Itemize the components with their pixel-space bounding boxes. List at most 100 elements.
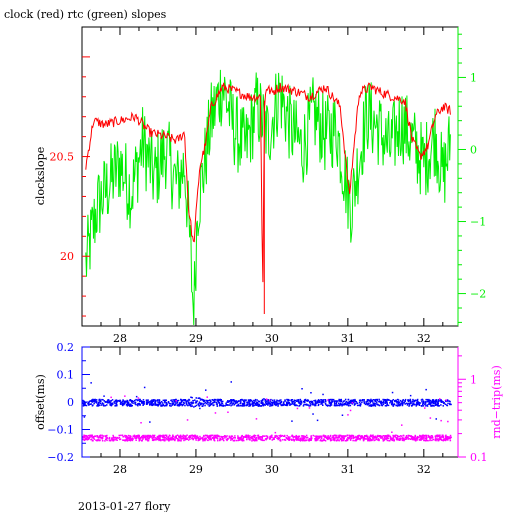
round-trip-point [396, 436, 398, 439]
round-trip-point [243, 439, 245, 442]
round-trip-point [316, 435, 318, 438]
offset-point [390, 400, 392, 403]
round-trip-point [435, 434, 438, 437]
round-trip-point [402, 438, 404, 440]
round-trip-point [129, 435, 131, 437]
round-trip-point [175, 437, 178, 439]
offset-point [275, 403, 277, 405]
round-trip-point [249, 435, 251, 437]
round-trip-point [274, 431, 277, 434]
offset-point [149, 421, 151, 423]
offset-point [225, 403, 227, 406]
round-trip-point [123, 439, 125, 441]
offset-point [350, 400, 352, 403]
round-trip-point [224, 435, 226, 437]
round-trip-point [333, 439, 336, 442]
offset-point [384, 402, 387, 404]
offset-point [218, 399, 220, 401]
offset-point [233, 400, 235, 403]
round-trip-point [362, 437, 364, 440]
round-trip-point [167, 438, 169, 440]
offset-point [359, 404, 362, 406]
round-trip-point [285, 437, 287, 439]
round-trip-point [262, 439, 264, 442]
round-trip-point [420, 436, 423, 438]
offset-point [110, 402, 112, 404]
round-trip-point [146, 436, 149, 438]
offset-point [350, 399, 352, 402]
round-trip-point [160, 439, 162, 442]
round-trip-point [120, 434, 122, 437]
round-trip-point [255, 418, 258, 420]
round-trip-point [176, 434, 179, 436]
round-trip-point [415, 437, 418, 439]
round-trip-point [142, 437, 144, 439]
round-trip-point [329, 435, 331, 438]
round-trip-point [356, 436, 359, 439]
round-trip-point [142, 438, 144, 440]
round-trip-point [366, 436, 369, 438]
offset-point [294, 399, 296, 402]
round-trip-point [300, 437, 303, 439]
round-trip-point [294, 436, 296, 438]
offset-point [85, 404, 88, 407]
round-trip-point [296, 407, 299, 410]
round-trip-point [216, 437, 218, 439]
round-trip-point [405, 436, 407, 439]
round-trip-point [411, 437, 413, 439]
round-trip-point [436, 438, 439, 441]
round-trip-point [209, 438, 211, 440]
round-trip-point [290, 438, 293, 441]
offset-point [426, 404, 428, 406]
offset-point [277, 402, 279, 404]
round-trip-point [193, 437, 195, 440]
x-tick-label: 31 [341, 463, 355, 476]
round-trip-point [180, 437, 182, 439]
offset-point [149, 400, 151, 403]
offset-point [254, 404, 256, 406]
round-trip-point [260, 436, 263, 438]
x-tick-label: 28 [113, 463, 127, 476]
offset-point [330, 404, 333, 406]
round-trip-point [82, 435, 84, 438]
round-trip-point [318, 435, 320, 437]
round-trip-point [427, 439, 429, 442]
round-trip-point [438, 434, 441, 437]
offset-point [119, 403, 122, 405]
round-trip-point [265, 435, 268, 437]
offset-point [99, 400, 101, 403]
round-trip-point [361, 436, 363, 438]
round-trip-point [395, 437, 398, 440]
offset-point [101, 404, 103, 406]
round-trip-point [444, 437, 446, 440]
round-trip-point [331, 439, 333, 441]
round-trip-point [308, 407, 311, 409]
round-trip-point [180, 440, 182, 442]
round-trip-point [447, 437, 449, 440]
round-trip-point [294, 439, 296, 441]
round-trip-point [383, 439, 385, 441]
offset-point [265, 402, 267, 405]
offset-point [190, 405, 192, 408]
round-trip-point [248, 438, 250, 440]
offset-point [183, 402, 185, 404]
round-trip-point [118, 436, 121, 439]
round-trip-point [357, 438, 360, 440]
round-trip-point [155, 439, 157, 441]
offset-point [416, 399, 418, 401]
offset-point [260, 405, 263, 407]
offset-point [262, 402, 264, 404]
offset-panel: 28 29 30 31 32−0.2−0.100.10.20.11 offset(ms)… [34, 341, 503, 476]
round-trip-point [328, 436, 331, 439]
offset-point [248, 405, 250, 407]
round-trip-point [418, 439, 421, 441]
offset-point [176, 404, 178, 406]
round-trip-point [318, 436, 321, 438]
round-trip-point [380, 435, 383, 438]
offset-point [424, 401, 427, 403]
offset-point [301, 388, 303, 390]
offset-point [114, 400, 116, 403]
offset-point [299, 398, 302, 401]
round-trip-point [362, 439, 365, 442]
offset-point [95, 402, 98, 404]
